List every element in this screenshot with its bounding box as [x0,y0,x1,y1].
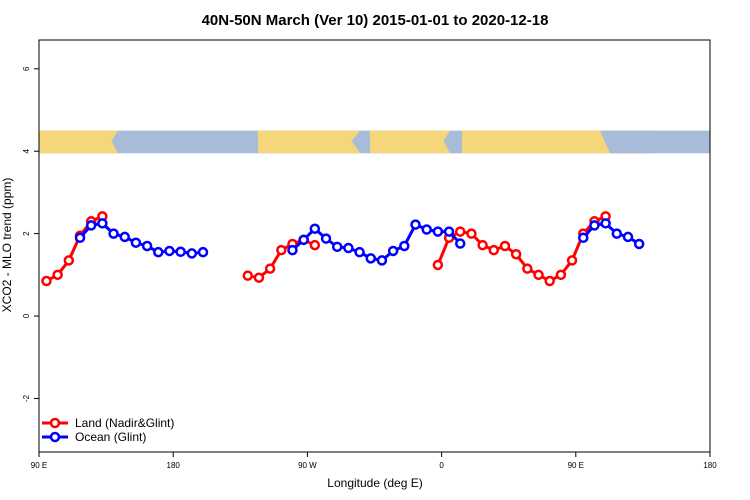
data-point [287,244,298,256]
x-tick-label: 180 [703,461,717,470]
data-point [399,240,410,252]
data-point [343,242,354,254]
data-point [611,228,623,239]
data-point [589,220,600,231]
legend-label: Ocean (Glint) [75,430,146,444]
plot-frame [38,39,711,453]
data-point [309,223,321,234]
series-land [41,211,611,287]
x-tick-label: 180 [167,461,181,470]
data-point [354,246,365,258]
legend-label: Land (Nadir&Glint) [75,416,174,430]
data-point [622,231,634,243]
x-axis-label: Longitude (deg E) [327,476,422,490]
data-point [276,244,287,256]
data-point [432,226,444,237]
data-point [85,220,97,231]
map-ocean-patch [600,130,655,154]
data-point [578,232,589,244]
data-point [264,263,276,274]
data-point [432,259,444,271]
data-point [130,237,142,248]
map-land-region [258,130,360,154]
data-point [74,232,86,244]
x-tick-label: 90 E [31,461,47,470]
data-point [186,248,198,259]
map-land-region [39,130,118,154]
data-point [387,245,399,257]
data-point [253,272,265,283]
data-point [566,255,578,266]
y-tick-label: 2 [22,231,31,236]
data-point [454,226,466,237]
data-point [41,275,52,287]
x-tick-label: 90 E [568,461,584,470]
data-point [365,253,377,264]
data-point [510,248,522,260]
map-land-region [462,130,640,154]
data-point [164,245,175,257]
x-tick-label: 0 [439,461,444,470]
data-point [309,239,321,251]
data-point [466,228,477,239]
data-point [119,231,130,243]
data-point [175,246,186,258]
data-point [376,255,388,266]
data-point [454,238,466,249]
series-line [436,214,607,283]
legend: Land (Nadir&Glint)Ocean (Glint) [42,416,174,444]
y-tick-label: 4 [22,148,31,153]
map-strip [39,130,710,154]
y-tick-label: 0 [22,313,31,318]
legend-marker [49,431,61,443]
data-point [320,233,332,244]
series-line [291,222,462,263]
data-point [555,269,567,281]
chart-title: 40N-50N March (Ver 10) 2015-01-01 to 202… [202,12,549,29]
data-point [97,218,108,229]
legend-marker [49,417,61,429]
data-point [52,269,63,281]
ticks-layer: 90 E 180 90 W 0 90 E 180 -2 0 2 4 6 [22,66,717,470]
data-point [533,269,544,281]
data-point [443,226,455,237]
data-point [108,228,119,239]
data-point [331,241,343,253]
data-point [298,234,309,246]
data-point [153,246,164,258]
data-point [544,275,555,287]
data-point [197,246,209,258]
data-point [410,219,421,230]
data-point [242,270,254,281]
series-layer [41,211,645,287]
x-tick-label: 90 W [298,461,317,470]
y-axis-label: XCO2 - MLO trend (ppm) [0,178,14,313]
data-point [477,239,488,251]
map-land-region [370,130,450,154]
y-tick-label: 6 [22,66,31,71]
data-point [488,244,500,256]
data-point [141,240,153,252]
series-ocean [74,218,645,266]
data-point [522,263,533,274]
y-tick-label: -2 [22,394,31,402]
data-point [600,218,611,229]
data-point [421,224,432,235]
data-point [63,255,75,266]
data-point [633,238,645,250]
data-point [499,240,511,252]
